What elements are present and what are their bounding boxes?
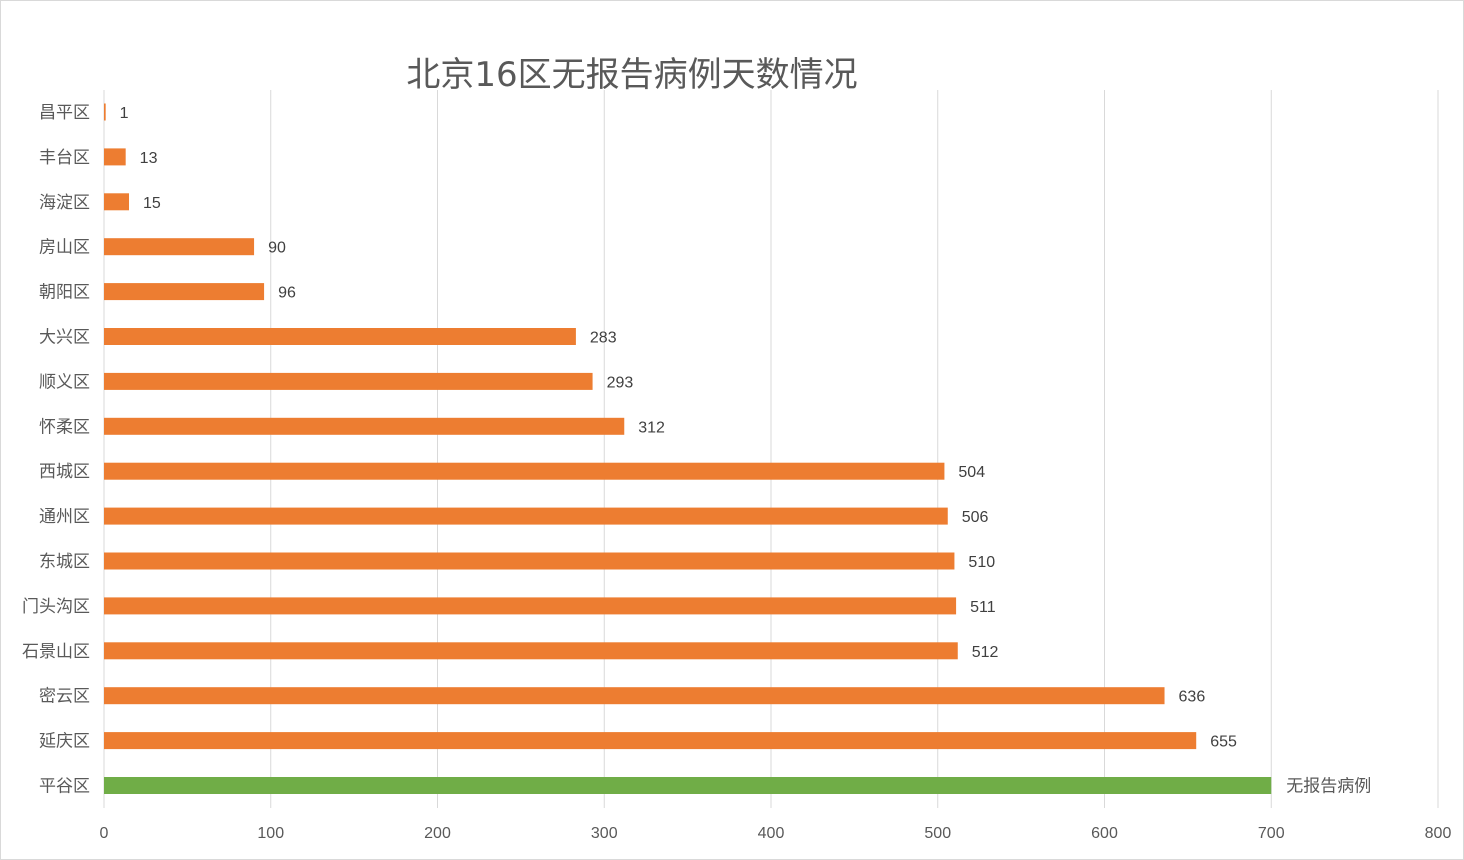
category-label: 密云区	[39, 687, 90, 707]
bar-4	[104, 238, 255, 256]
data-label: 283	[590, 330, 617, 347]
bar-15	[104, 732, 1197, 750]
bar-6	[104, 328, 576, 345]
category-label: 东城区	[39, 552, 90, 572]
x-tick-label: 300	[591, 825, 618, 842]
data-label: 15	[143, 195, 161, 212]
x-axis-tick-labels: 0 100 200 300 400 500 600 700 800	[100, 825, 1452, 842]
category-label: 延庆区	[39, 732, 90, 752]
category-label: 昌平区	[39, 103, 90, 123]
data-label: 510	[968, 554, 995, 571]
bar-9	[104, 462, 945, 480]
data-label: 312	[638, 419, 665, 436]
bar-1	[104, 103, 106, 121]
category-label: 怀柔区	[39, 417, 90, 437]
bar-2	[104, 148, 126, 166]
data-label: 96	[278, 285, 296, 302]
category-label: 朝阳区	[39, 283, 90, 303]
x-tick-label: 200	[424, 825, 451, 842]
category-label: 丰台区	[39, 148, 90, 168]
x-tick-label: 500	[924, 825, 951, 842]
data-label: 655	[1210, 734, 1237, 751]
category-label: 顺义区	[39, 372, 90, 392]
x-tick-label: 800	[1425, 825, 1452, 842]
bars	[104, 103, 1272, 794]
data-label: 90	[268, 240, 286, 257]
bar-13	[104, 642, 958, 660]
data-label: 512	[972, 644, 999, 661]
bar-11	[104, 552, 955, 570]
category-label: 通州区	[39, 507, 90, 527]
x-tick-label: 0	[100, 825, 109, 842]
bar-8	[104, 417, 625, 435]
category-label: 石景山区	[22, 642, 90, 662]
bar-12	[104, 597, 957, 615]
category-label: 西城区	[39, 462, 90, 482]
category-label: 门头沟区	[22, 597, 90, 617]
x-tick-label: 600	[1091, 825, 1118, 842]
bar-3	[104, 193, 130, 211]
data-label: 504	[958, 464, 985, 481]
data-label: 293	[607, 374, 634, 391]
x-tick-label: 400	[758, 825, 785, 842]
category-label: 大兴区	[39, 328, 90, 348]
x-tick-label: 100	[257, 825, 284, 842]
data-label: 无报告病例	[1286, 777, 1371, 797]
category-label: 平谷区	[39, 777, 90, 797]
data-label: 636	[1179, 689, 1206, 706]
category-labels: 昌平区丰台区海淀区房山区朝阳区大兴区顺义区怀柔区西城区通州区东城区门头沟区石景山…	[22, 103, 90, 797]
chart-title: 北京16区无报告病例天数情况	[406, 55, 857, 95]
category-label: 房山区	[39, 238, 90, 258]
data-label: 13	[140, 150, 158, 167]
bar-10	[104, 507, 948, 525]
data-label: 1	[120, 105, 129, 122]
bar-16	[104, 777, 1272, 794]
category-label: 海淀区	[39, 193, 90, 213]
data-label: 511	[970, 599, 996, 616]
bar-14	[104, 687, 1165, 705]
bar-5	[104, 283, 265, 301]
x-tick-label: 700	[1258, 825, 1285, 842]
data-labels: 1 13 15 90 96 283 293 312 504 506 510 511 512 636 655 无…	[120, 105, 1372, 797]
bar-7	[104, 372, 593, 390]
data-label: 506	[962, 509, 989, 526]
